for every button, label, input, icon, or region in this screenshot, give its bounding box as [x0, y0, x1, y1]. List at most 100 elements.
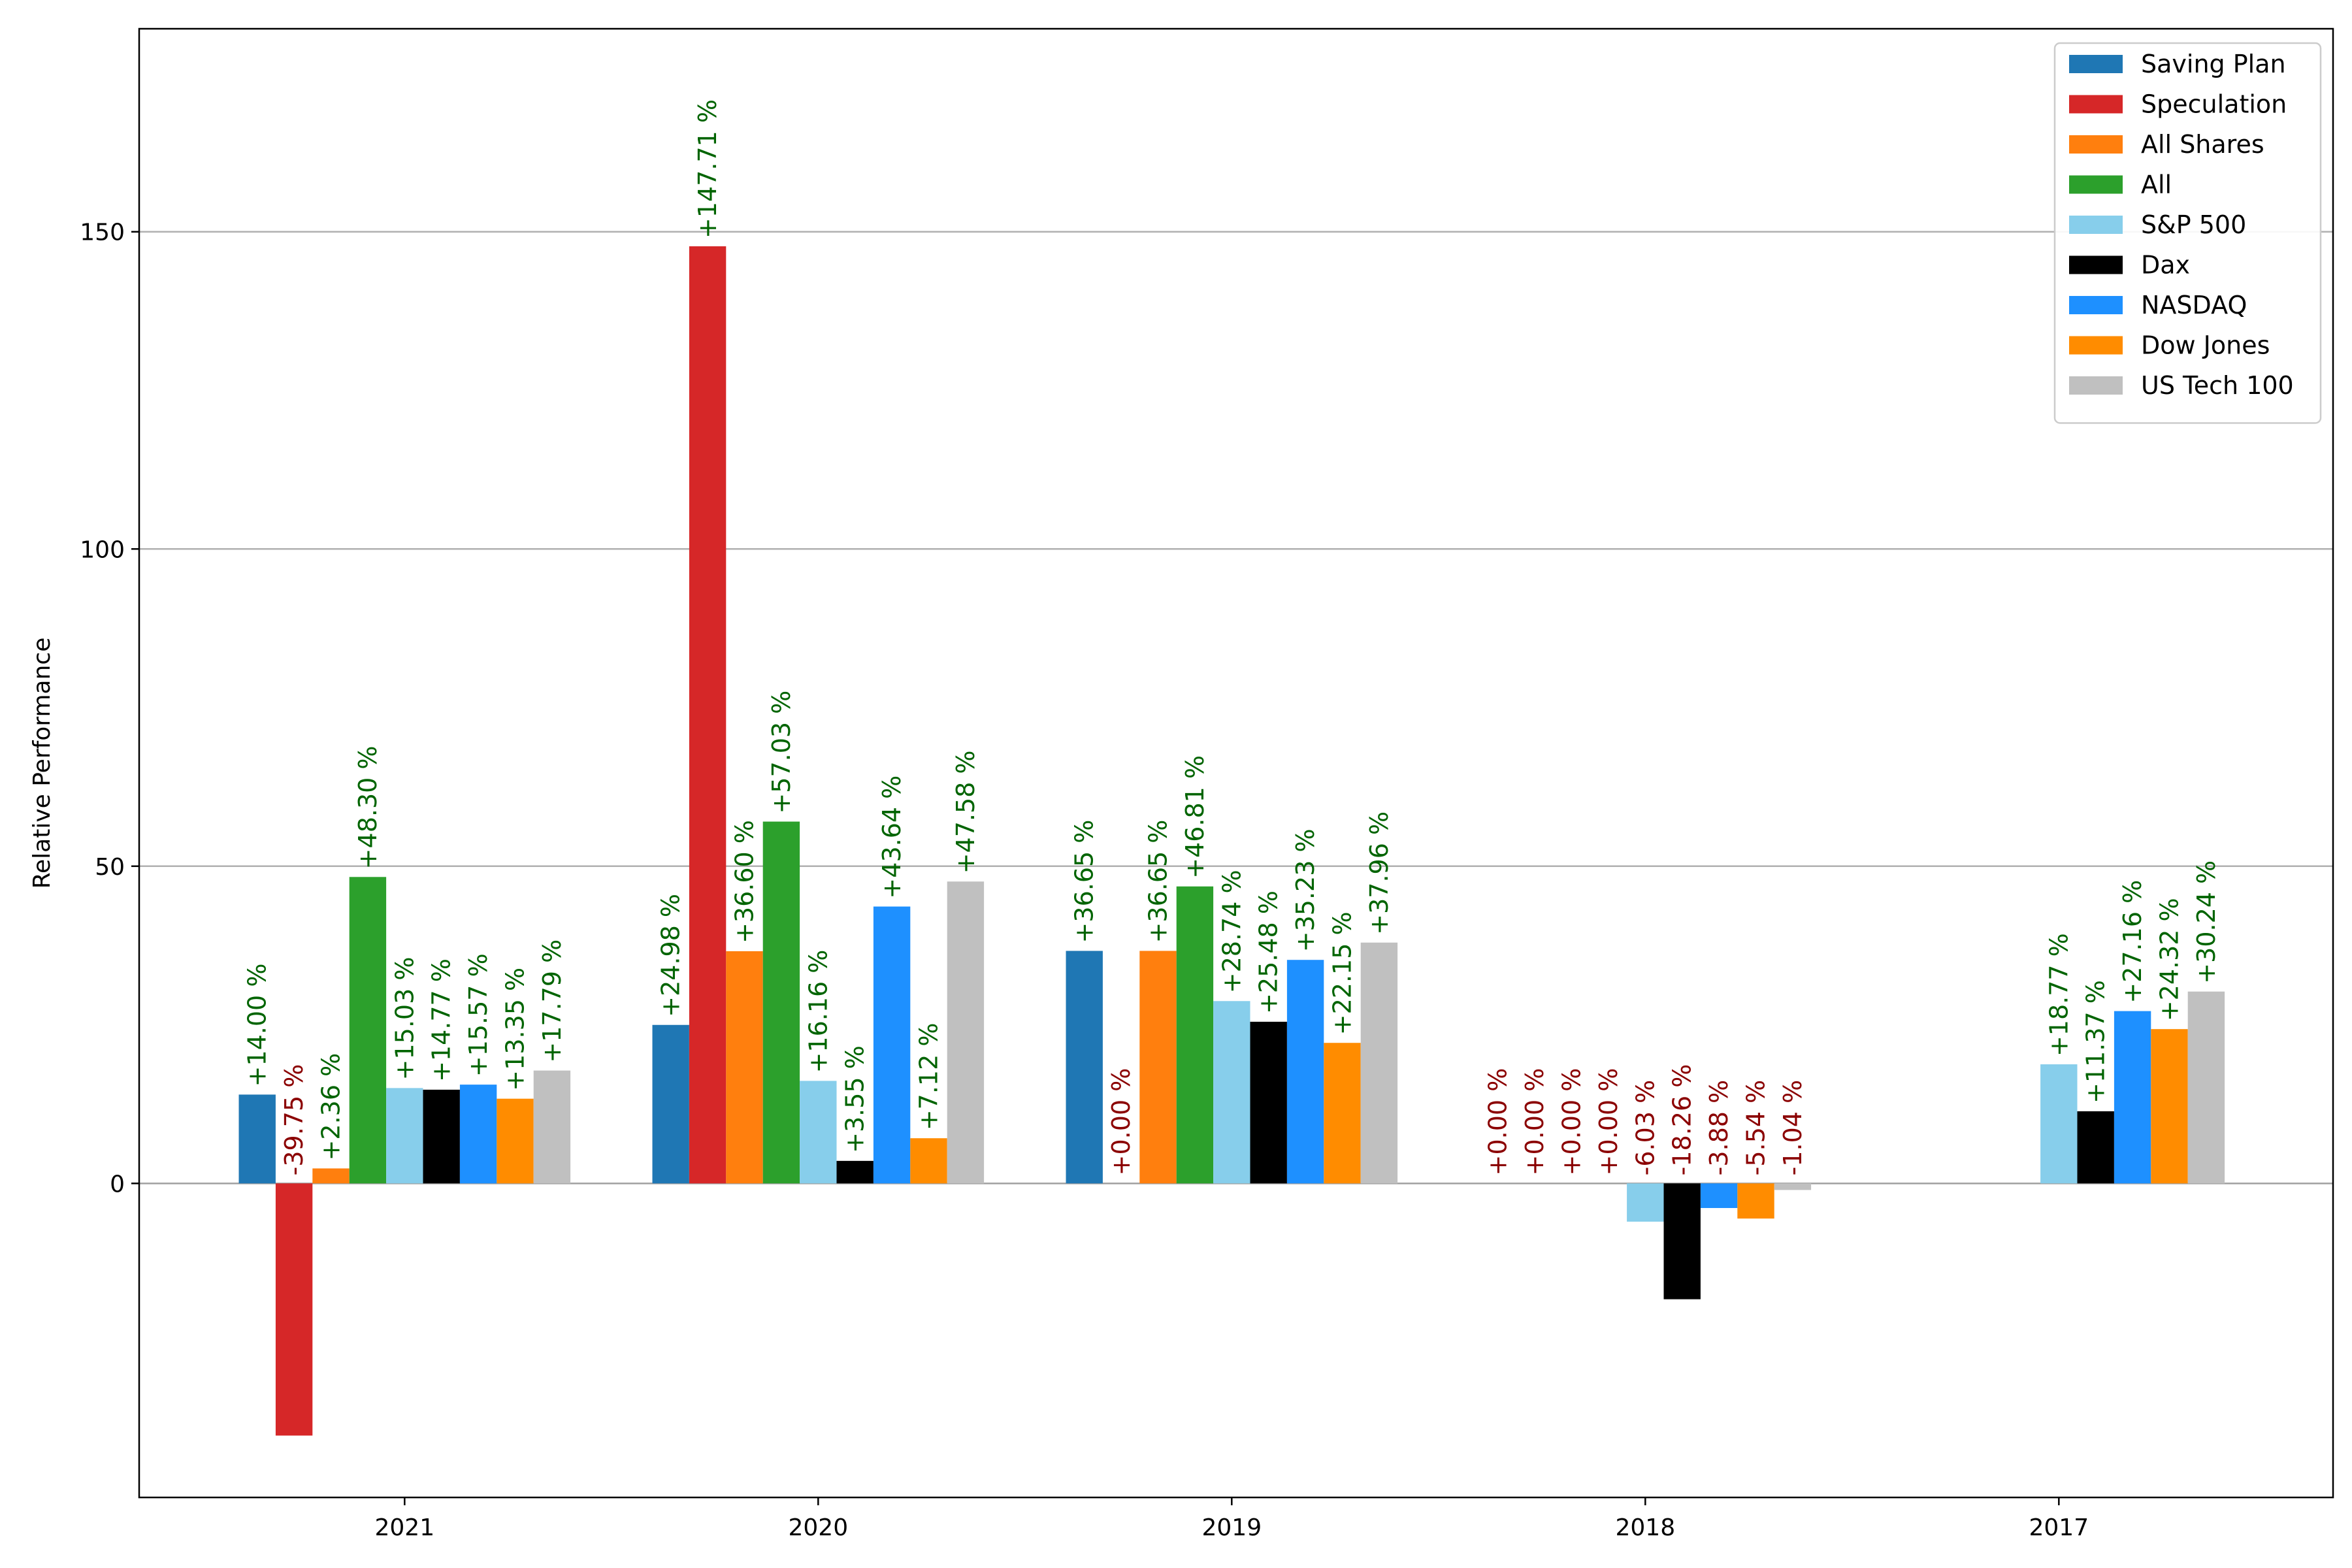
bar-2020-7	[873, 906, 911, 1184]
bar-2021-5	[386, 1088, 423, 1184]
bar-2020-5	[800, 1081, 837, 1184]
bar-2018-6	[1663, 1183, 1701, 1299]
bar-2021-2	[275, 1183, 313, 1436]
bar-value-label: +43.64 %	[877, 776, 906, 899]
bar-value-label: +24.98 %	[657, 894, 685, 1017]
bar-value-label: +0.00 %	[1484, 1068, 1512, 1176]
bar-value-label: +17.79 %	[538, 939, 566, 1063]
bar-2017-6	[2077, 1111, 2114, 1184]
legend-entry-label: Saving Plan	[2141, 50, 2286, 78]
bar-value-label: +37.96 %	[1365, 811, 1394, 935]
legend-swatch	[2069, 336, 2123, 355]
bar-value-label: +14.77 %	[427, 958, 456, 1082]
y-tick-label: 50	[95, 854, 125, 881]
bar-value-label: +24.32 %	[2155, 898, 2184, 1021]
bar-2018-7	[1700, 1183, 1738, 1209]
bar-value-label: +13.35 %	[501, 968, 530, 1091]
bar-labels: +14.00 % -39.75 % +2.36 % +48.30 % +15.03 % +…	[243, 99, 2221, 1175]
bar-value-label: +30.24 %	[2192, 860, 2221, 984]
legend-swatch	[2069, 95, 2123, 114]
bar-2018-5	[1627, 1183, 1664, 1222]
bar-value-label: +47.58 %	[951, 750, 980, 874]
bar-value-label: -1.04 %	[1778, 1080, 1807, 1176]
x-tick-label: 2017	[2029, 1514, 2089, 1541]
bar-2019-4	[1176, 886, 1214, 1184]
bar-2019-8	[1324, 1043, 1361, 1184]
bar-value-label: +2.36 %	[317, 1053, 346, 1161]
bar-2018-9	[1774, 1183, 1812, 1190]
bar-2017-5	[2040, 1064, 2078, 1184]
legend-swatch	[2069, 216, 2123, 234]
legend-swatch	[2069, 296, 2123, 314]
bar-2017-8	[2151, 1029, 2188, 1184]
legend-swatch	[2069, 135, 2123, 154]
legend-entry-label: All	[2141, 171, 2172, 199]
bar-2021-6	[423, 1089, 460, 1184]
bar-value-label: +3.55 %	[841, 1045, 870, 1153]
bar-value-label: +7.12 %	[915, 1023, 943, 1131]
legend: Saving Plan Speculation All Shares All S&P 5…	[2053, 42, 2322, 424]
legend-entry-label: Dax	[2141, 251, 2190, 280]
bar-2020-2	[689, 246, 727, 1184]
bar-2020-1	[652, 1024, 689, 1184]
bar-value-label: +18.77 %	[2044, 933, 2073, 1056]
legend-entry-label: Dow Jones	[2141, 331, 2270, 360]
bar-2020-8	[910, 1138, 947, 1184]
bar-value-label: +0.00 %	[1520, 1068, 1549, 1176]
legend-entry-label: US Tech 100	[2141, 371, 2294, 400]
legend-entry-label: Speculation	[2141, 90, 2287, 119]
bar-2017-7	[2114, 1011, 2151, 1184]
bar-value-label: +28.74 %	[1217, 870, 1246, 993]
bar-2021-3	[312, 1168, 350, 1184]
bar-value-label: +0.00 %	[1558, 1068, 1586, 1176]
bar-2019-5	[1213, 1001, 1250, 1184]
legend-entry-label: S&P 500	[2141, 210, 2246, 239]
y-tick-label: 150	[80, 220, 125, 246]
bar-value-label: -39.75 %	[280, 1064, 308, 1176]
bar-2021-4	[349, 877, 387, 1184]
bar-value-label: +36.60 %	[730, 820, 759, 943]
bar-value-label: +46.81 %	[1181, 755, 1209, 879]
bar-value-label: +0.00 %	[1594, 1068, 1623, 1176]
bar-value-label: +57.03 %	[767, 691, 796, 814]
bar-value-label: +35.23 %	[1291, 828, 1320, 952]
bar-value-label: +147.71 %	[693, 99, 722, 238]
bar-2017-9	[2187, 991, 2225, 1184]
bar-2019-9	[1360, 942, 1398, 1184]
bar-2021-1	[238, 1094, 276, 1184]
y-tick-label: 100	[80, 536, 125, 563]
bar-2019-7	[1286, 960, 1324, 1184]
bar-2020-4	[762, 821, 800, 1184]
bar-2020-9	[947, 881, 985, 1184]
bar-value-label: -3.88 %	[1705, 1080, 1733, 1176]
bar-value-label: +15.57 %	[464, 953, 493, 1077]
legend-entry-label: NASDAQ	[2141, 291, 2247, 319]
y-axis-label: Relative Performance	[29, 638, 56, 889]
bar-2021-8	[497, 1098, 534, 1184]
x-tick-label: 2020	[788, 1514, 848, 1541]
x-tick-label: 2019	[1201, 1514, 1262, 1541]
bar-2019-3	[1139, 951, 1177, 1184]
bar-value-label: +25.48 %	[1254, 890, 1283, 1014]
bar-value-label: -6.03 %	[1631, 1080, 1659, 1176]
plot-frame	[138, 27, 2334, 1499]
bar-2021-7	[459, 1085, 497, 1184]
bars	[238, 246, 2225, 1436]
x-tick-label: 2021	[374, 1514, 434, 1541]
x-tick-label: 2018	[1615, 1514, 1675, 1541]
bar-2021-9	[533, 1070, 571, 1184]
y-tick-label: 0	[110, 1171, 125, 1198]
bar-value-label: -18.26 %	[1668, 1064, 1697, 1176]
bar-value-label: +48.30 %	[353, 745, 382, 869]
bar-2020-3	[726, 951, 763, 1184]
bar-2018-8	[1737, 1183, 1774, 1219]
bar-value-label: +36.65 %	[1144, 820, 1173, 943]
bar-value-label: +15.03 %	[390, 957, 419, 1081]
legend-swatch	[2069, 255, 2123, 274]
bar-value-label: +0.00 %	[1107, 1068, 1135, 1176]
bar-value-label: +36.65 %	[1070, 820, 1099, 943]
bar-2019-6	[1250, 1021, 1287, 1184]
bar-value-label: +14.00 %	[243, 964, 272, 1087]
bar-value-label: +11.37 %	[2082, 980, 2110, 1103]
bar-2019-1	[1066, 951, 1103, 1184]
